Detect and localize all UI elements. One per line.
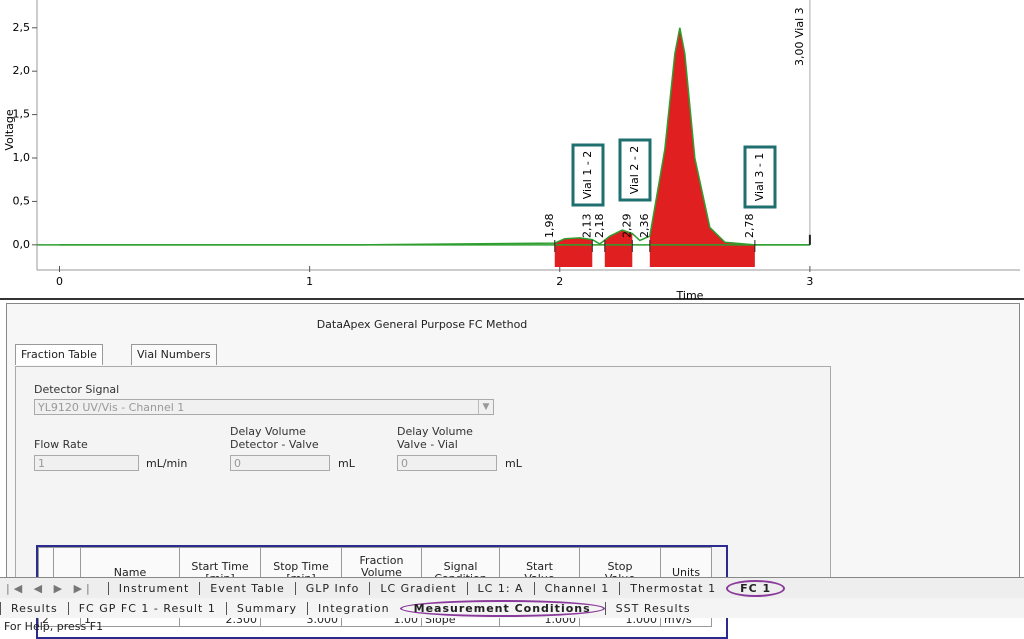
field-input[interactable]: 0 bbox=[230, 455, 330, 471]
tab[interactable]: Channel 1 bbox=[533, 581, 620, 595]
x-tick-label: 3 bbox=[806, 275, 813, 288]
x-tick-label: 1 bbox=[306, 275, 313, 288]
x-tick-label: 0 bbox=[56, 275, 63, 288]
y-axis-label: Voltage bbox=[3, 109, 16, 150]
y-tick-label: 1,0 bbox=[13, 151, 31, 164]
field-label: Delay Volume Detector - Valve bbox=[230, 425, 319, 451]
tab[interactable]: LC Gradient bbox=[369, 581, 466, 595]
tab[interactable]: FC GP FC 1 - Result 1 bbox=[67, 601, 226, 615]
field-unit: mL bbox=[505, 457, 522, 470]
tab[interactable]: Measurement Conditions bbox=[399, 599, 605, 617]
vial-label: Vial 2 - 2 bbox=[628, 146, 641, 195]
method-title: DataApex General Purpose FC Method bbox=[316, 318, 528, 331]
tab[interactable]: LC 1: A bbox=[466, 581, 534, 595]
end-marker-label: 3,00 Vial 3 bbox=[793, 7, 806, 66]
field-label: Detector Signal bbox=[34, 383, 120, 396]
y-tick-label: 2,0 bbox=[13, 64, 31, 77]
field-label: Delay Volume Valve - Vial bbox=[397, 425, 473, 451]
tab[interactable]: Instrument bbox=[107, 581, 200, 595]
vial-label: Vial 1 - 2 bbox=[581, 151, 594, 200]
peak-label: 2,36 bbox=[638, 214, 651, 239]
fraction-area bbox=[554, 237, 593, 267]
peak-label: 2,13 bbox=[580, 214, 593, 239]
tab-nav[interactable]: |◀ ◀ ▶ ▶| bbox=[6, 581, 94, 595]
y-tick-label: 2,5 bbox=[13, 21, 31, 34]
vial-box bbox=[571, 143, 605, 207]
vial-label: Vial 3 - 1 bbox=[753, 153, 766, 202]
tab[interactable]: Summary bbox=[225, 601, 307, 615]
detector-select[interactable]: YL9120 UV/Vis - Channel 1 bbox=[34, 399, 494, 415]
tab[interactable]: Results bbox=[0, 601, 68, 615]
tab[interactable]: Integration bbox=[307, 601, 400, 615]
vial-box bbox=[618, 138, 652, 202]
tab[interactable]: GLP Info bbox=[294, 581, 370, 595]
fraction-table-page: Detector Signal YL9120 UV/Vis - Channel … bbox=[15, 366, 831, 639]
y-tick-label: 0,5 bbox=[13, 194, 31, 207]
field-label: Flow Rate bbox=[34, 438, 88, 451]
method-panel: DataApex General Purpose FC Method Fract… bbox=[6, 303, 1020, 639]
field-unit: mL/min bbox=[146, 457, 188, 470]
peak-label: 2,78 bbox=[743, 214, 756, 239]
tab-row: |◀ ◀ ▶ ▶| Instrument Event Table GLP Info L… bbox=[0, 577, 1024, 598]
status-bar: For Help, press F1 bbox=[4, 620, 104, 633]
tab[interactable]: Fraction Table bbox=[15, 344, 103, 365]
tab[interactable]: Vial Numbers bbox=[131, 344, 217, 365]
field-input[interactable]: 0 bbox=[397, 455, 497, 471]
tab-row: Results FC GP FC 1 - Result 1 Summary Integ… bbox=[0, 598, 1024, 618]
dropdown-arrow[interactable]: ▼ bbox=[478, 400, 493, 414]
peak-label: 1,98 bbox=[543, 214, 556, 239]
x-tick-label: 2 bbox=[556, 275, 563, 288]
field-input[interactable]: 1 bbox=[34, 455, 139, 471]
vial-box bbox=[743, 145, 777, 209]
y-tick-label: 0,0 bbox=[13, 238, 31, 251]
field-unit: mL bbox=[338, 457, 355, 470]
tab[interactable]: FC 1 bbox=[726, 579, 786, 597]
y-tick-label: 1,5 bbox=[13, 108, 31, 121]
tab[interactable]: Thermostat 1 bbox=[619, 581, 726, 595]
signal-trace bbox=[59, 27, 810, 246]
chromatogram: Voltage Time 0,0 0,5 1,0 1,5 2,0 2,5 0 1 2 3 1,98 2… bbox=[0, 0, 1024, 300]
x-axis-label: Time bbox=[676, 289, 704, 300]
tab[interactable]: Event Table bbox=[199, 581, 294, 595]
fraction-area bbox=[604, 230, 633, 267]
fraction-area bbox=[649, 27, 755, 267]
tab[interactable]: SST Results bbox=[604, 601, 701, 615]
peak-label: 2,29 bbox=[620, 214, 633, 239]
peak-label: 2,18 bbox=[593, 214, 606, 239]
